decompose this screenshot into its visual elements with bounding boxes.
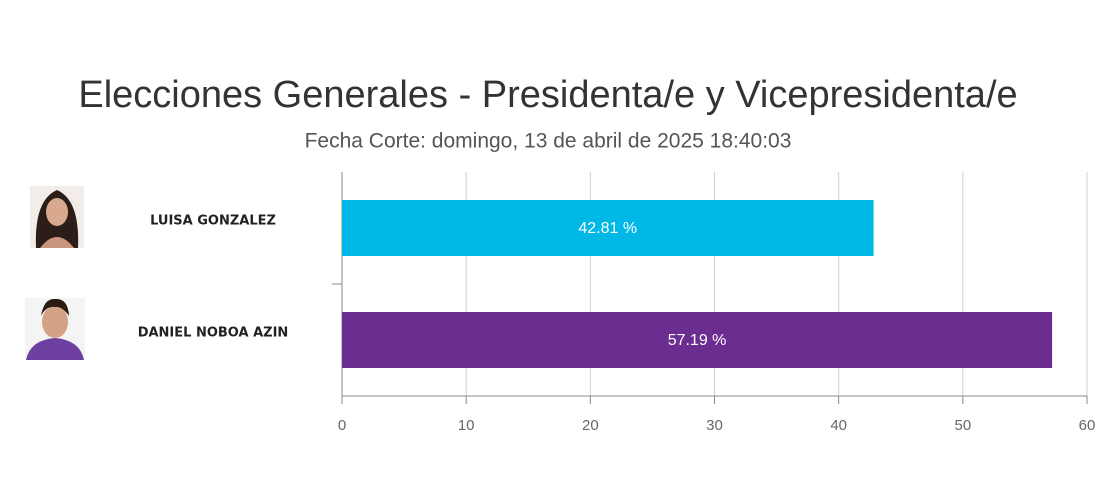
- value-label: 57.19 %: [668, 332, 727, 349]
- photo-face: [42, 306, 68, 338]
- x-tick-label: 60: [1079, 417, 1096, 434]
- x-tick-label: 0: [338, 417, 346, 434]
- photo-face: [46, 198, 68, 226]
- category-label: LUISA GONZALEZ: [150, 214, 276, 229]
- bar: [342, 200, 874, 256]
- x-tick-label: 50: [954, 417, 971, 434]
- category-label: DANIEL NOBOA AZIN: [138, 326, 289, 341]
- x-tick-label: 10: [458, 417, 475, 434]
- chart-subtitle: Fecha Corte: domingo, 13 de abril de 202…: [305, 130, 792, 153]
- value-label: 42.81 %: [578, 220, 637, 237]
- candidate-photo: [25, 298, 85, 360]
- photo-hair: [41, 298, 69, 316]
- x-tick-label: 40: [830, 417, 847, 434]
- candidate-photo: [30, 186, 84, 248]
- x-tick-label: 20: [582, 417, 599, 434]
- bar: [342, 312, 1053, 368]
- photo-body: [26, 338, 84, 360]
- chart-title: Elecciones Generales - Presidenta/e y Vi…: [78, 74, 1017, 116]
- x-tick-label: 30: [706, 417, 723, 434]
- photo-body: [40, 237, 74, 248]
